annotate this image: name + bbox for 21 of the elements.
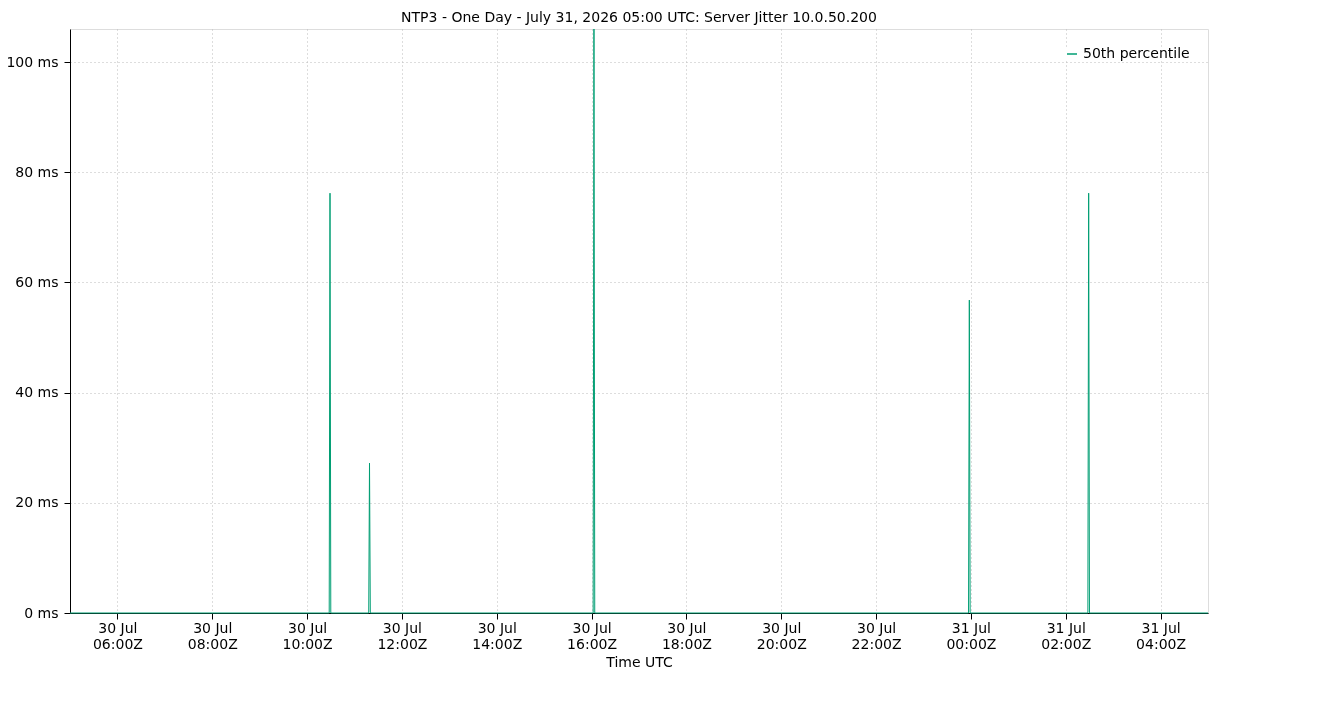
y-tick-label: 60 ms bbox=[15, 273, 59, 290]
x-tick-label: 30 Jul 22:00Z bbox=[851, 619, 902, 652]
x-tick-label: 30 Jul 14:00Z bbox=[472, 619, 523, 652]
x-tick-label: 31 Jul 02:00Z bbox=[1041, 619, 1092, 652]
x-tick-label: 31 Jul 04:00Z bbox=[1136, 619, 1187, 652]
y-tick-label: 0 ms bbox=[24, 604, 59, 621]
x-tick-label: 30 Jul 16:00Z bbox=[567, 619, 618, 652]
y-tick-label: 20 ms bbox=[15, 494, 59, 511]
y-tick-label: 40 ms bbox=[15, 384, 59, 401]
x-tick-label: 30 Jul 18:00Z bbox=[661, 619, 712, 652]
x-tick-label: 30 Jul 08:00Z bbox=[187, 619, 238, 652]
x-axis-title: Time UTC bbox=[605, 653, 673, 670]
y-tick-label: 100 ms bbox=[6, 53, 59, 70]
x-tick-label: 30 Jul 20:00Z bbox=[756, 619, 807, 652]
y-tick-label: 80 ms bbox=[15, 163, 59, 180]
chart-title: NTP3 - One Day - July 31, 2026 05:00 UTC: Server Jitter 10.0.50.200 bbox=[401, 8, 877, 25]
legend-label: 50th percentile bbox=[1083, 45, 1190, 61]
x-tick-label: 30 Jul 12:00Z bbox=[377, 619, 428, 652]
x-tick-label: 31 Jul 00:00Z bbox=[946, 619, 997, 652]
x-tick-label: 30 Jul 10:00Z bbox=[282, 619, 333, 652]
x-tick-label: 30 Jul 06:00Z bbox=[92, 619, 143, 652]
